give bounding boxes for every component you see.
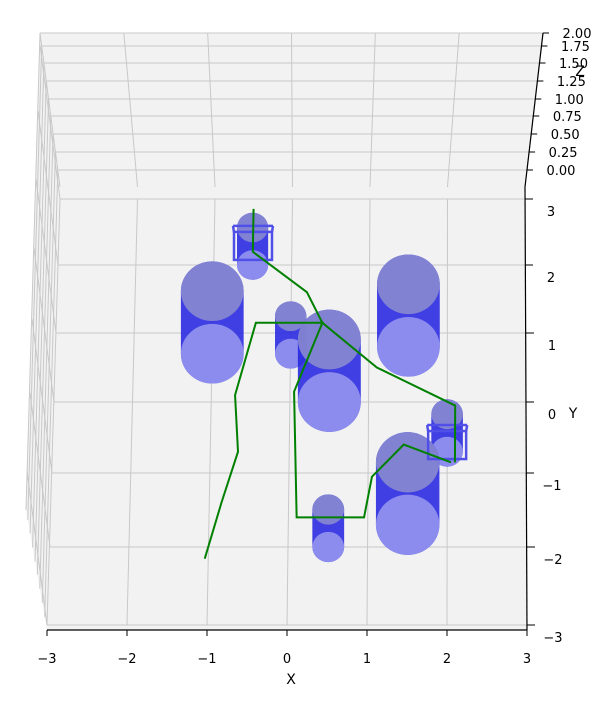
cylinder [312,494,344,562]
y-tick-label: 2 [547,271,555,286]
x-tick-label: 1 [363,652,371,667]
z-tick-label: 2.00 [563,27,592,42]
x-tick-label: −3 [37,652,56,667]
x-axis-label: X [286,672,296,688]
z-tick-label: 0.25 [549,146,578,161]
y-tick-label: −1 [542,479,561,494]
x-tick-label: −2 [117,652,136,667]
cylinder-bottom-cap [181,324,244,384]
y-tick-label: −2 [543,553,562,568]
x-tick-label: −1 [197,652,216,667]
cylinder-bottom-cap [376,495,439,555]
z-tick-label: 0.75 [553,110,582,125]
x-tick-label: 0 [283,652,291,667]
z-axis-label: Z [575,64,585,80]
cylinder-top-cap [377,255,440,315]
z-tick-label: 1.00 [555,93,584,108]
cylinder-top-cap [312,494,344,524]
y-tick-label: −3 [543,631,562,646]
z-tick-label: 0.00 [547,164,576,179]
cylinder-bottom-cap [312,532,344,562]
cylinder [376,432,439,555]
cylinder-top-cap [181,261,244,321]
z-tick-label: 0.50 [551,128,580,143]
x-tick-label: 3 [523,652,531,667]
y-tick-label: 0 [548,408,556,423]
x-tick-label: 2 [443,652,451,667]
cylinder-bottom-cap [377,317,440,377]
cylinder-bottom-cap [298,372,361,432]
cylinder [181,261,244,383]
y-tick-label: 1 [548,339,556,354]
cylinder-bottom-cap [237,250,268,280]
y-tick-label: 3 [547,205,555,220]
cylinder [377,255,440,377]
y-axis-label: Y [568,406,578,422]
z-tick-label: 1.75 [561,40,590,55]
